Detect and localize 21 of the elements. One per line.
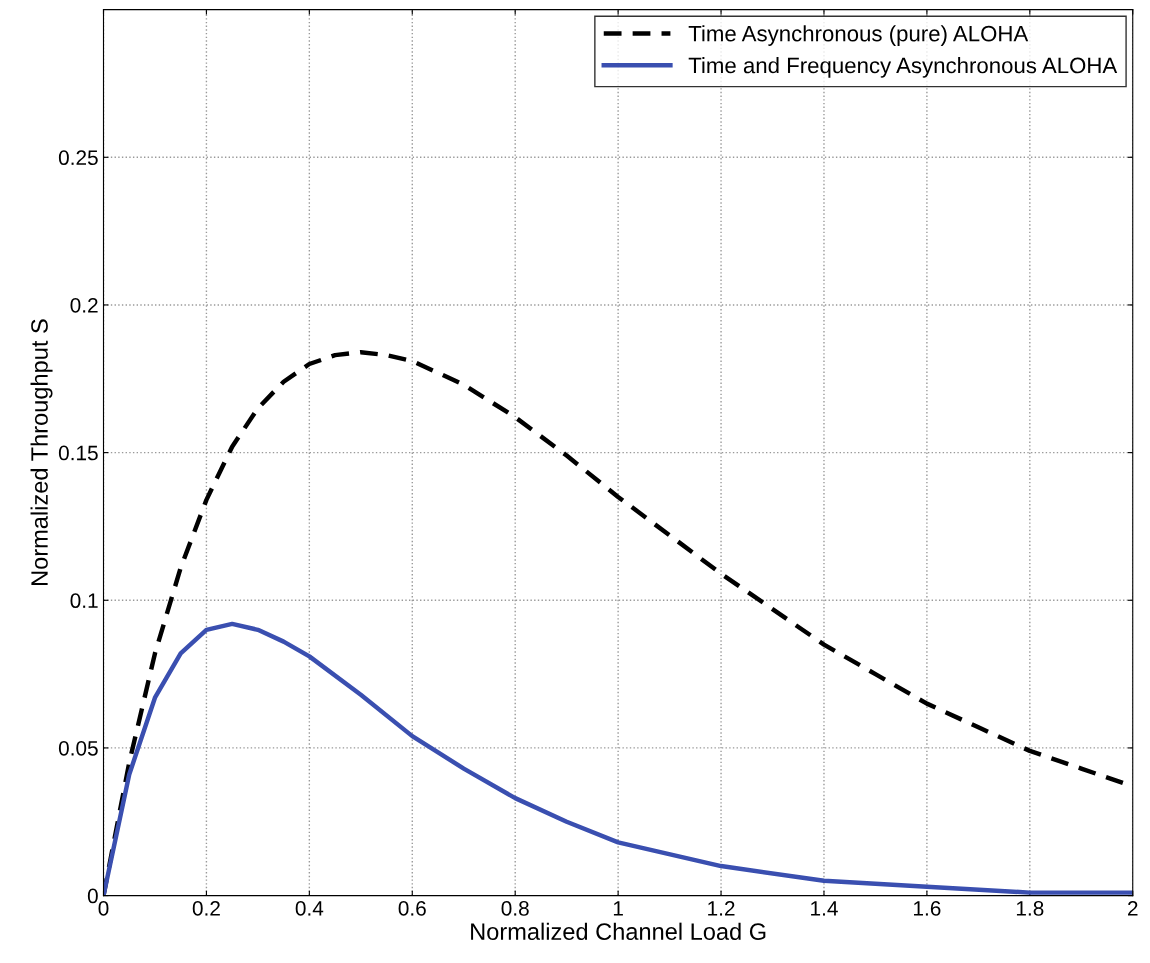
y-tick-label: 0.15 xyxy=(58,445,98,461)
x-tick-label: 0.6 xyxy=(398,901,426,916)
x-tick-label: 2 xyxy=(1128,901,1138,916)
y-tick-label: 0 xyxy=(87,888,98,904)
x-tick-label: 1 xyxy=(613,901,623,916)
x-tick-label: 0.4 xyxy=(295,901,324,916)
x-axis-title: Normalized Channel Load G xyxy=(471,922,766,940)
x-tick-label: 1.6 xyxy=(914,901,941,916)
y-axis-title: Normalized Throughput S xyxy=(30,319,53,585)
y-tick-label: 0.1 xyxy=(70,593,98,609)
x-tick-label: 1.2 xyxy=(708,901,735,916)
y-tick-label: 0.05 xyxy=(58,740,98,756)
y-tick-label: 0.2 xyxy=(70,297,98,313)
x-tick-label: 1.4 xyxy=(811,901,838,916)
x-tick-label: 0 xyxy=(98,901,109,916)
legend-label: Time Asynchronous (pure) ALOHA xyxy=(688,25,1029,46)
x-tick-label: 0.8 xyxy=(501,901,529,916)
y-tick-label: 0.25 xyxy=(58,150,98,166)
x-tick-label: 0.2 xyxy=(192,901,220,916)
x-tick-label: 1.8 xyxy=(1016,901,1044,916)
legend-label: Time and Frequency Asynchronous ALOHA xyxy=(688,57,1118,78)
